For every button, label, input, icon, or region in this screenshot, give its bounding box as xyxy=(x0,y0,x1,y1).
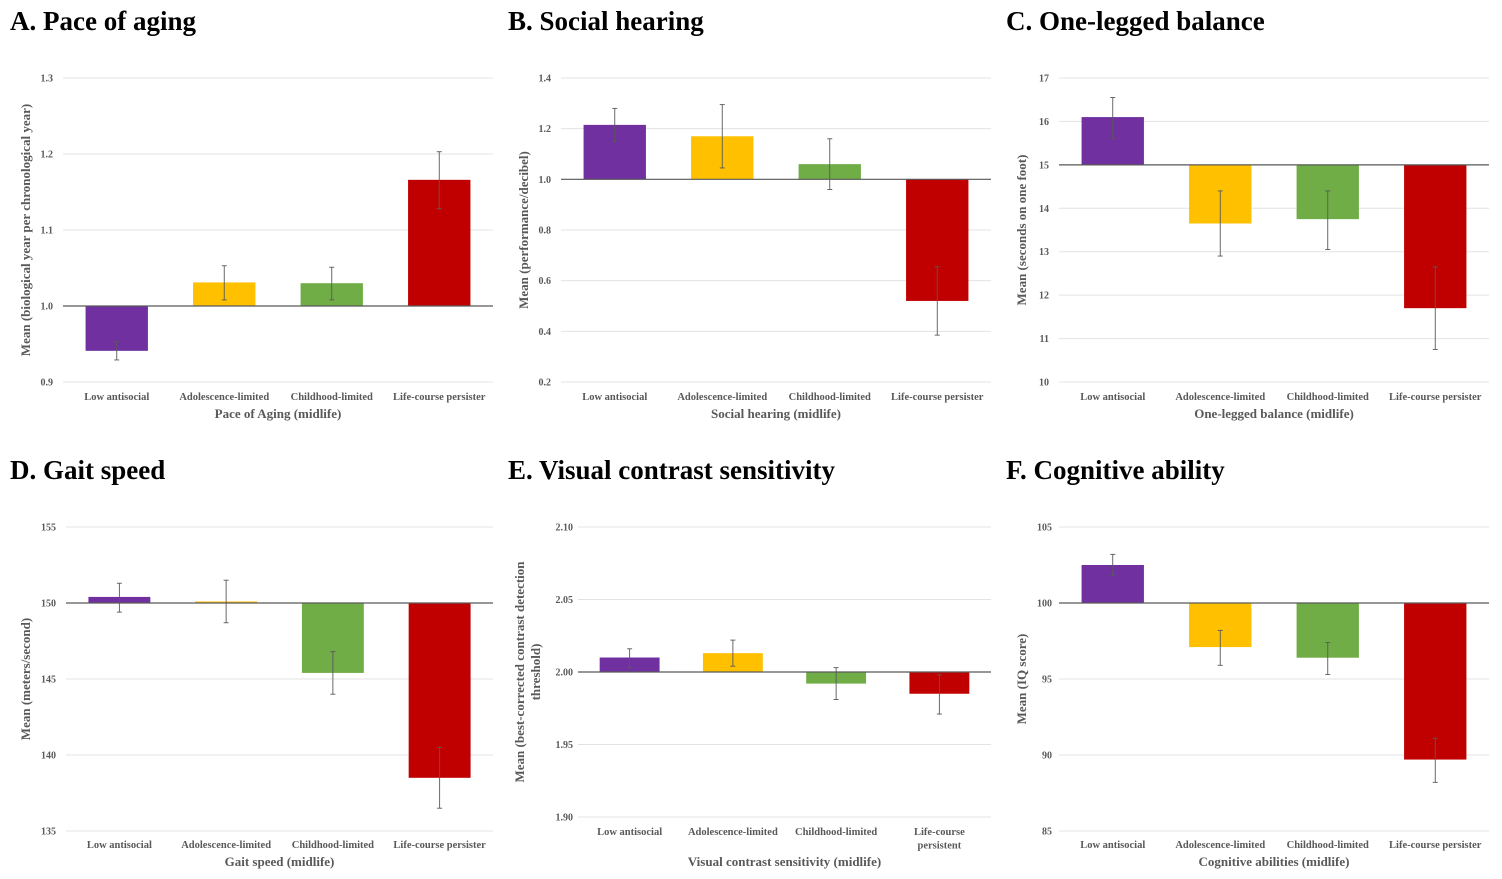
category-label: Childhood-limited xyxy=(292,840,374,851)
y-axis-title: Mean (seconds on one foot) xyxy=(1014,155,1029,306)
panel-title: A. Pace of aging xyxy=(10,6,196,36)
y-tick-label: 1.1 xyxy=(41,226,54,237)
panel-a: A. Pace of aging 0.9 1.0 1.1 1.2 1.3 Low anti… xyxy=(0,0,495,430)
y-tick-label: 0.9 xyxy=(41,378,54,389)
category-label: Low antisocial xyxy=(582,392,647,403)
y-tick-label: 1.90 xyxy=(556,813,574,824)
y-tick-label: 0.8 xyxy=(539,226,552,237)
y-axis-title: Mean (best-corrected contrast detectiont… xyxy=(512,561,543,783)
x-axis-title: One-legged balance (midlife) xyxy=(1194,406,1354,421)
category-label: Low antisocial xyxy=(597,827,662,838)
category-label: Adolescence-limited xyxy=(688,827,778,838)
y-tick-label: 2.05 xyxy=(556,595,574,606)
chart-b: 0.2 0.4 0.6 0.8 1.0 1.2 1.4 Low antisocial Adole… xyxy=(516,74,991,421)
y-tick-label: 1.0 xyxy=(539,175,552,186)
x-axis-title: Visual contrast sensitivity (midlife) xyxy=(688,854,881,869)
panel-title: B. Social hearing xyxy=(508,6,704,36)
y-tick-label: 16 xyxy=(1039,117,1049,128)
panel-e: E. Visual contrast sensitivity 1.90 1.95 2… xyxy=(498,449,993,879)
category-label: Adolescence-limited xyxy=(1175,392,1265,403)
y-tick-label: 155 xyxy=(41,523,56,534)
chart-e: 1.90 1.95 2.00 2.05 2.10 Low antisocial Adoles… xyxy=(512,523,991,869)
category-label: Childhood-limited xyxy=(291,392,373,403)
panel-d: D. Gait speed 135 140 145 150 155 Low antisoc… xyxy=(0,449,495,879)
panel-c: C. One-legged balance 10 11 12 13 14 15 16 17 Lo… xyxy=(996,0,1491,430)
y-tick-label: 14 xyxy=(1039,204,1049,215)
chart-c: 10 11 12 13 14 15 16 17 Low antisocial Adolescenc… xyxy=(1014,74,1489,421)
y-tick-label: 1.0 xyxy=(41,302,54,313)
y-tick-label: 95 xyxy=(1042,675,1052,686)
y-tick-label: 135 xyxy=(41,827,56,838)
category-label: Life-course persister xyxy=(1389,840,1482,851)
y-tick-label: 2.10 xyxy=(556,523,574,534)
category-label: Childhood-limited xyxy=(1287,392,1369,403)
y-tick-label: 1.4 xyxy=(539,74,552,85)
y-tick-label: 150 xyxy=(41,599,56,610)
category-label: Adolescence-limited xyxy=(179,392,269,403)
y-tick-label: 17 xyxy=(1039,74,1049,85)
y-tick-label: 140 xyxy=(41,751,56,762)
y-tick-label: 12 xyxy=(1039,291,1049,302)
chart-d: 135 140 145 150 155 Low antisocial Adolescence… xyxy=(18,523,493,869)
category-label: Life-course persister xyxy=(891,392,984,403)
y-tick-label: 105 xyxy=(1037,523,1052,534)
x-axis-title: Cognitive abilities (midlife) xyxy=(1199,854,1350,869)
bar-life-course-persistent xyxy=(1404,603,1467,760)
y-axis-title: Mean (meters/second) xyxy=(18,618,33,740)
category-label: Life-course persistent xyxy=(914,827,965,852)
category-label: Low antisocial xyxy=(84,392,149,403)
y-tick-label: 90 xyxy=(1042,751,1052,762)
category-label: Adolescence-limited xyxy=(181,840,271,851)
y-tick-label: 1.95 xyxy=(556,740,574,751)
category-label: Life-course persister xyxy=(393,392,486,403)
x-axis-title: Gait speed (midlife) xyxy=(225,854,335,869)
x-axis-title: Social hearing (midlife) xyxy=(711,406,841,421)
chart-a: 0.9 1.0 1.1 1.2 1.3 Low antisocial Adolescence… xyxy=(18,74,493,421)
category-label: Childhood-limited xyxy=(789,392,871,403)
y-tick-label: 0.2 xyxy=(539,378,552,389)
y-axis-title: Mean (performance/decibel) xyxy=(516,151,531,309)
y-tick-label: 11 xyxy=(1040,334,1049,345)
y-tick-label: 2.00 xyxy=(556,668,574,679)
category-label: Low antisocial xyxy=(87,840,152,851)
category-label: Adolescence-limited xyxy=(1175,840,1265,851)
y-tick-label: 100 xyxy=(1037,599,1052,610)
y-tick-label: 145 xyxy=(41,675,56,686)
y-tick-label: 15 xyxy=(1039,160,1049,171)
category-label: Life-course persister xyxy=(1389,392,1482,403)
category-label: Low antisocial xyxy=(1080,840,1145,851)
y-tick-label: 85 xyxy=(1042,827,1052,838)
y-tick-label: 1.2 xyxy=(41,150,54,161)
category-label: Low antisocial xyxy=(1080,392,1145,403)
panel-title: F. Cognitive ability xyxy=(1006,455,1225,485)
panel-f: F. Cognitive ability 85 90 95 100 105 Low ant… xyxy=(996,449,1491,879)
y-tick-label: 13 xyxy=(1039,247,1049,258)
y-tick-label: 0.4 xyxy=(539,327,552,338)
y-axis-title: Mean (IQ score) xyxy=(1014,634,1029,725)
chart-f: 85 90 95 100 105 Low antisocial Adolescence-li… xyxy=(1014,523,1489,869)
category-label: Adolescence-limited xyxy=(677,392,767,403)
panel-title: C. One-legged balance xyxy=(1006,6,1265,36)
y-tick-label: 1.3 xyxy=(41,74,54,85)
panel-b: B. Social hearing 0.2 0.4 0.6 0.8 1.0 1.2 1.4 L… xyxy=(498,0,993,430)
category-label: Childhood-limited xyxy=(1287,840,1369,851)
y-tick-label: 1.2 xyxy=(539,124,552,135)
x-axis-title: Pace of Aging (midlife) xyxy=(215,406,342,421)
panel-title: E. Visual contrast sensitivity xyxy=(508,455,836,485)
category-label: Life-course persister xyxy=(393,840,486,851)
y-tick-label: 0.6 xyxy=(539,276,552,287)
category-label: Childhood-limited xyxy=(795,827,877,838)
y-tick-label: 10 xyxy=(1039,378,1049,389)
y-axis-title: Mean (biological year per chronological … xyxy=(18,104,33,356)
panel-title: D. Gait speed xyxy=(10,455,166,485)
